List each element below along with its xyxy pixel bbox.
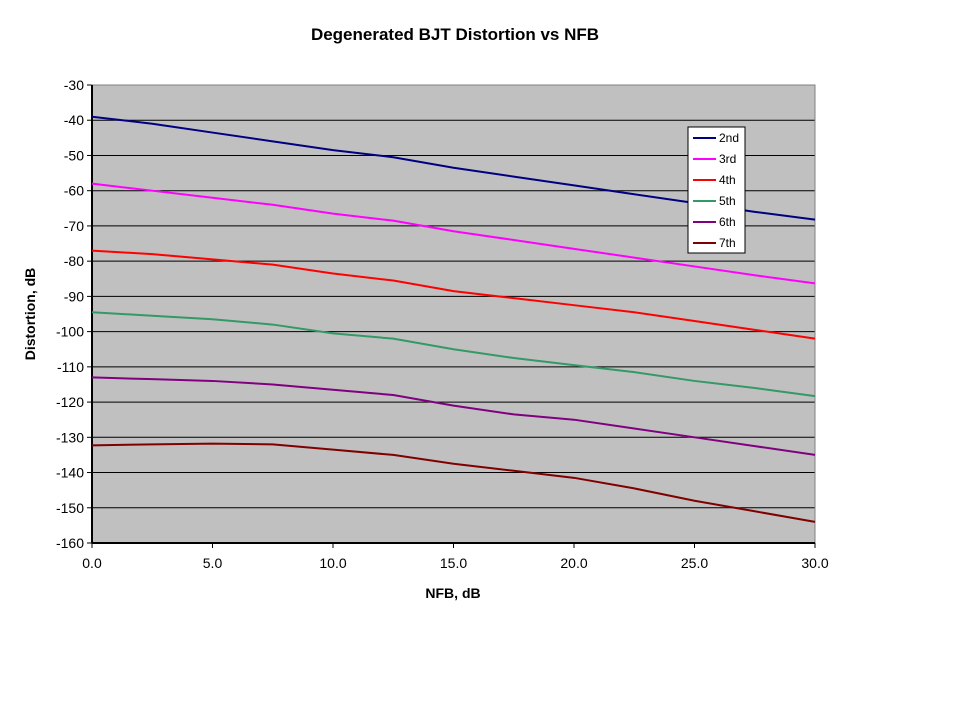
legend-label-7th: 7th <box>719 236 736 250</box>
x-tick-label: 30.0 <box>801 555 828 571</box>
chart-title: Degenerated BJT Distortion vs NFB <box>311 25 599 44</box>
y-tick-label: -40 <box>64 112 84 128</box>
legend-box <box>687 126 746 254</box>
y-tick-label: -50 <box>64 147 84 163</box>
series-line-4th <box>91 249 816 340</box>
y-tick-label: -130 <box>56 429 84 445</box>
y-tick-label: -110 <box>57 359 84 375</box>
series-line-7th <box>91 442 816 523</box>
x-tick-label: 10.0 <box>319 555 346 571</box>
legend-label-4th: 4th <box>719 173 736 187</box>
legend-label-3rd: 3rd <box>719 152 736 166</box>
legend: 2nd 3rd 4th 5th 6th 7th <box>687 126 746 254</box>
y-tick-label: -70 <box>64 218 84 234</box>
x-tick-label: 0.0 <box>82 555 102 571</box>
y-tick-label: -100 <box>56 324 84 340</box>
y-tick-label: -80 <box>64 253 84 269</box>
x-tick-label: 20.0 <box>560 555 587 571</box>
y-tick-label: -60 <box>64 183 84 199</box>
legend-label-5th: 5th <box>719 194 736 208</box>
x-tick-label: 25.0 <box>681 555 708 571</box>
x-tick-label: 5.0 <box>203 555 223 571</box>
x-axis-label: NFB, dB <box>425 585 480 601</box>
y-tick-label: -160 <box>56 535 84 551</box>
legend-label-6th: 6th <box>719 215 736 229</box>
y-tick-label: -30 <box>64 77 84 93</box>
y-axis-label: Distortion, dB <box>22 268 38 361</box>
y-tick-label: -150 <box>56 500 84 516</box>
x-tick-label: 15.0 <box>440 555 467 571</box>
y-tick-label: -140 <box>56 465 84 481</box>
y-tick-label: -90 <box>64 288 84 304</box>
legend-label-2nd: 2nd <box>719 131 739 145</box>
series-line-5th <box>91 311 816 398</box>
y-tick-label: -120 <box>56 394 84 410</box>
series-line-6th <box>91 376 816 456</box>
series-line-3rd <box>91 182 816 285</box>
